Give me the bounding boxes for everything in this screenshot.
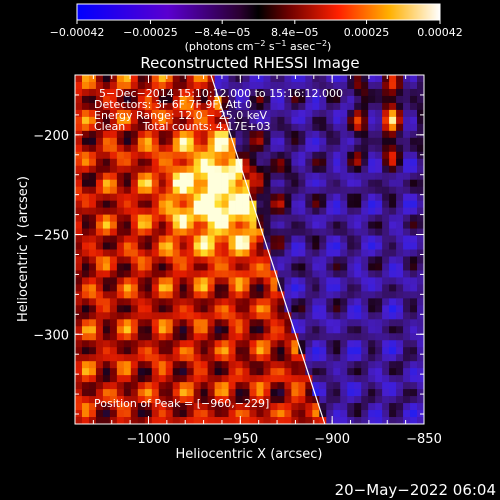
- colorbar-tick-label: −8.4e−05: [194, 26, 251, 39]
- y-tick-label: −250: [33, 229, 69, 244]
- annotation-peak-position: Position of Peak = [−960,−229]: [94, 397, 269, 410]
- solar-limb-line: [210, 75, 326, 424]
- colorbar: [76, 3, 441, 21]
- x-axis: −1000 −950 −900 −850: [74, 75, 442, 447]
- annotation-detectors: Detectors: 3F 6F 7F 9F, Att 0: [94, 98, 252, 111]
- colorbar-tick-label: 0.00025: [344, 26, 390, 39]
- colorbar-ticks: −0.00042 −0.00025 −8.4e−05 8.4e−05 0.00025 0.…: [50, 20, 463, 39]
- annotation-counts: Clean Total counts: 4.17E+03: [94, 120, 271, 133]
- x-tick-label: −900: [314, 432, 350, 447]
- footer-date: 20−May−2022 06:04: [335, 481, 496, 499]
- y-axis: −200 −250 −300: [33, 74, 424, 415]
- annotation-time-range: 5−Dec−2014 15:10:12.000 to 15:16:12.000: [99, 87, 343, 100]
- y-tick-label: −200: [33, 129, 69, 144]
- x-tick-label: −850: [406, 432, 442, 447]
- chart-title: Reconstructed RHESSI Image: [140, 54, 359, 72]
- x-tick-label: −950: [222, 432, 258, 447]
- x-axis-label: Heliocentric X (arcsec): [176, 447, 323, 462]
- x-tick-label: −1000: [126, 432, 170, 447]
- plot-frame: [74, 74, 425, 425]
- annotation-energy-range: Energy Range: 12.0 − 25.0 keV: [94, 109, 268, 122]
- colorbar-units: (photons cm−2 s−1 asec−2): [185, 39, 332, 53]
- heatmap-image: [75, 75, 424, 424]
- colorbar-tick-label: 8.4e−05: [271, 26, 318, 39]
- y-axis-label: Heliocentric Y (arcsec): [16, 176, 31, 322]
- colorbar-tick-label: −0.00025: [123, 26, 178, 39]
- y-tick-label: −300: [33, 328, 69, 343]
- colorbar-tick-label: −0.00042: [50, 26, 105, 39]
- colorbar-tick-label: 0.00042: [417, 26, 463, 39]
